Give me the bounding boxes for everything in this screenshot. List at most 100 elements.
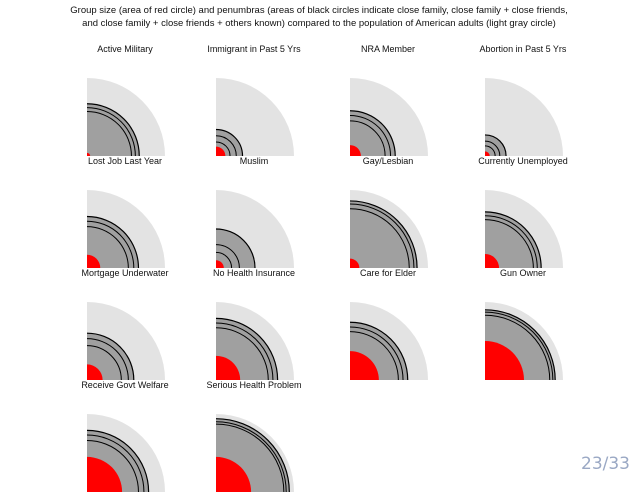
penumbra-ring-3 bbox=[86, 215, 140, 269]
title-line-2: and close family + close friends + other… bbox=[82, 18, 556, 29]
penumbra-ring-2 bbox=[215, 135, 237, 157]
penumbra-ring-1 bbox=[86, 226, 129, 269]
group-size-sector bbox=[485, 253, 500, 268]
chart-title: Group size (area of red circle) and penu… bbox=[60, 4, 578, 30]
quarter-circle-plot bbox=[484, 190, 563, 269]
penumbra-ring-2 bbox=[86, 107, 136, 157]
quarter-circle-plot bbox=[215, 78, 294, 157]
quarter-circle-plot bbox=[215, 190, 294, 269]
quarter-circle-plot bbox=[86, 414, 165, 493]
panel-nra-member: NRA Member bbox=[323, 44, 453, 157]
penumbra-ring-3 bbox=[349, 110, 396, 157]
group-size-sector bbox=[350, 145, 361, 156]
panel-mortgage-underwater: Mortgage Underwater bbox=[60, 268, 190, 381]
penumbra-ring-1 bbox=[349, 208, 410, 269]
panel-label: Lost Job Last Year bbox=[87, 156, 163, 166]
panel-currently-unemployed: Currently Unemployed bbox=[458, 156, 588, 269]
panel-immigrant-in-past-5-yrs: Immigrant in Past 5 Yrs bbox=[189, 44, 319, 157]
penumbra-ring-3 bbox=[215, 228, 256, 269]
penumbra-ring-2 bbox=[86, 220, 135, 269]
penumbra-ring-1 bbox=[215, 141, 231, 157]
group-size-sector bbox=[485, 151, 490, 156]
quarter-circle-plot bbox=[349, 302, 428, 381]
panel-no-health-insurance: No Health Insurance bbox=[189, 268, 319, 381]
panel-label: NRA Member bbox=[360, 44, 415, 54]
penumbra-ring-2 bbox=[215, 322, 274, 381]
penumbra-sector bbox=[87, 103, 140, 156]
penumbra-ring-1 bbox=[484, 219, 534, 269]
penumbra-ring-3 bbox=[86, 332, 135, 381]
quarter-circle-plot bbox=[484, 302, 563, 381]
quarter-circle-plot bbox=[349, 78, 428, 157]
quarter-circle-plot bbox=[86, 302, 165, 381]
panel-label: Muslim bbox=[239, 156, 269, 166]
group-size-sector bbox=[216, 260, 224, 268]
penumbra-sector bbox=[87, 216, 139, 268]
quarter-circle-plot bbox=[86, 78, 165, 157]
quarter-circle-plot bbox=[349, 190, 428, 269]
panel-label: Immigrant in Past 5 Yrs bbox=[207, 44, 301, 54]
group-size-sector bbox=[350, 351, 379, 380]
panel-lost-job-last-year: Lost Job Last Year bbox=[60, 156, 190, 269]
group-size-sector bbox=[350, 258, 360, 268]
small-multiples-grid: Active Military Immigrant in Past 5 Yrs NR… bbox=[60, 44, 588, 493]
panel-label: No Health Insurance bbox=[212, 268, 296, 278]
panel-receive-govt-welfare: Receive Govt Welfare bbox=[60, 380, 190, 493]
penumbra-ring-3 bbox=[349, 200, 418, 269]
page-number: 23/33 bbox=[581, 454, 630, 474]
penumbra-ring-2 bbox=[484, 215, 538, 269]
penumbra-ring-1 bbox=[86, 345, 122, 381]
penumbra-ring-2 bbox=[484, 140, 501, 157]
group-size-sector bbox=[216, 355, 241, 380]
penumbra-ring-2 bbox=[215, 244, 240, 269]
penumbra-ring-1 bbox=[86, 111, 132, 157]
penumbra-ring-3 bbox=[215, 317, 279, 381]
penumbra-ring-1 bbox=[484, 314, 551, 381]
penumbra-ring-2 bbox=[484, 311, 554, 381]
group-size-sector bbox=[87, 364, 103, 380]
penumbra-ring-2 bbox=[349, 326, 404, 381]
panel-label: Receive Govt Welfare bbox=[81, 380, 169, 390]
penumbra-ring-1 bbox=[215, 327, 269, 381]
panel-label: Gun Owner bbox=[499, 268, 547, 278]
penumbra-ring-1 bbox=[349, 120, 386, 157]
panel-label: Serious Health Problem bbox=[206, 380, 302, 390]
group-size-sector bbox=[87, 152, 91, 156]
panel-gun-owner: Gun Owner bbox=[458, 268, 588, 381]
panel-label: Gay/Lesbian bbox=[362, 156, 414, 166]
penumbra-ring-3 bbox=[484, 309, 556, 381]
panel-active-military: Active Military bbox=[60, 44, 190, 157]
penumbra-sector bbox=[485, 211, 542, 268]
penumbra-sector bbox=[216, 229, 255, 268]
quarter-circle-plot bbox=[484, 78, 563, 157]
group-size-sector bbox=[485, 341, 524, 380]
panel-care-for-elder: Care for Elder bbox=[323, 268, 453, 381]
panel-label: Abortion in Past 5 Yrs bbox=[479, 44, 567, 54]
group-size-sector bbox=[216, 146, 226, 156]
penumbra-ring-3 bbox=[215, 418, 290, 493]
penumbra-ring-3 bbox=[484, 211, 542, 269]
quarter-circle-plot bbox=[215, 414, 294, 493]
panel-label: Currently Unemployed bbox=[478, 156, 568, 166]
penumbra-sector bbox=[350, 200, 418, 268]
group-size-sector bbox=[87, 254, 101, 268]
penumbra-ring-3 bbox=[349, 321, 409, 381]
panel-gay-lesbian: Gay/Lesbian bbox=[323, 156, 453, 269]
penumbra-ring-3 bbox=[215, 128, 244, 157]
panel-serious-health-problem: Serious Health Problem bbox=[189, 380, 319, 493]
penumbra-ring-2 bbox=[349, 114, 392, 157]
penumbra-ring-1 bbox=[215, 251, 233, 269]
panel-label: Mortgage Underwater bbox=[81, 268, 169, 278]
penumbra-ring-3 bbox=[86, 103, 140, 157]
quarter-circle-plot bbox=[86, 190, 165, 269]
penumbra-ring-1 bbox=[484, 145, 496, 157]
panel-label: Care for Elder bbox=[359, 268, 417, 278]
penumbra-ring-1 bbox=[349, 331, 399, 381]
penumbra-ring-2 bbox=[349, 203, 415, 269]
panel-muslim: Muslim bbox=[189, 156, 319, 269]
panel-abortion-in-past-5-yrs: Abortion in Past 5 Yrs bbox=[458, 44, 588, 157]
penumbra-ring-3 bbox=[484, 134, 507, 157]
penumbra-sector bbox=[350, 110, 396, 156]
population-sector bbox=[216, 78, 294, 156]
quarter-circle-plot bbox=[215, 302, 294, 381]
